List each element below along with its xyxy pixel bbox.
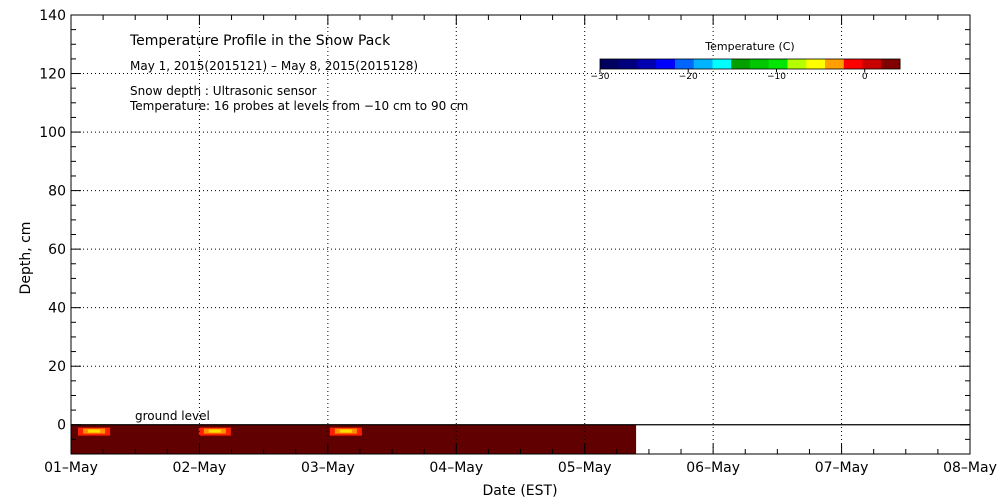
grid-layer — [71, 15, 970, 454]
colorbar-tick-label: −10 — [767, 72, 786, 82]
y-tick-label: 140 — [39, 8, 66, 24]
y-tick-label: 80 — [48, 184, 66, 200]
y-tick-label: 20 — [48, 359, 66, 375]
chart-subtitle: May 1, 2015(2015121) – May 8, 2015(20151… — [130, 59, 418, 73]
colorbar-swatch — [825, 59, 845, 69]
colorbar: Temperature (C) −30 −20 −10 0 — [591, 40, 901, 82]
heatmap-layer — [71, 424, 637, 454]
x-tick-label: 03–May — [301, 460, 355, 476]
warm-spot-core — [88, 429, 101, 433]
colorbar-swatch — [600, 59, 620, 69]
colorbar-tick-label: −20 — [679, 72, 698, 82]
x-tick-label: 05–May — [558, 460, 612, 476]
colorbar-swatch — [618, 59, 638, 69]
y-tick-label: 0 — [57, 418, 66, 434]
y-tick-label: 40 — [48, 301, 66, 317]
x-tick-label: 04–May — [429, 460, 483, 476]
info-line-snow-depth: Snow depth : Ultrasonic sensor — [130, 84, 317, 98]
colorbar-swatch — [656, 59, 676, 69]
x-tick-label: 06–May — [686, 460, 740, 476]
colorbar-swatch — [675, 59, 695, 69]
colorbar-swatch — [712, 59, 732, 69]
info-line-temperature: Temperature: 16 probes at levels from −1… — [129, 99, 468, 113]
y-axis-title: Depth, cm — [18, 222, 34, 295]
colorbar-swatch — [750, 59, 770, 69]
colorbar-ticks: −30 −20 −10 0 — [591, 69, 868, 82]
plot-frame — [70, 14, 971, 455]
colorbar-title: Temperature (C) — [704, 40, 794, 53]
y-tick-label: 120 — [39, 67, 66, 83]
x-tick-label: 02–May — [173, 460, 227, 476]
labels-layer: 0 20 40 60 80 100 120 140 01–May 02–May 03–May 04–M… — [39, 8, 997, 476]
colorbar-swatch — [787, 59, 807, 69]
ground-level-label: ground level — [135, 409, 210, 423]
colorbar-swatch — [843, 59, 863, 69]
colorbar-swatch — [881, 59, 901, 69]
colorbar-swatches — [599, 58, 901, 70]
y-tick-label: 60 — [48, 242, 66, 258]
colorbar-swatch — [731, 59, 751, 69]
colorbar-tick-label: −30 — [591, 72, 610, 82]
x-tick-label: 07–May — [815, 460, 869, 476]
x-tick-label: 01–May — [44, 460, 98, 476]
ticks-layer — [70, 14, 971, 455]
y-tick-label: 100 — [39, 125, 66, 141]
x-axis-title: Date (EST) — [482, 483, 557, 499]
colorbar-swatch — [806, 59, 826, 69]
colorbar-frame — [599, 58, 901, 70]
colorbar-tick-label: 0 — [862, 72, 868, 82]
chart-title: Temperature Profile in the Snow Pack — [129, 33, 391, 49]
warm-spot-core — [208, 429, 221, 433]
warm-spot-core — [339, 429, 352, 433]
x-tick-label: 08–May — [943, 460, 997, 476]
colorbar-swatch — [768, 59, 788, 69]
colorbar-swatch — [637, 59, 657, 69]
colorbar-swatch — [862, 59, 882, 69]
colorbar-swatch — [693, 59, 713, 69]
